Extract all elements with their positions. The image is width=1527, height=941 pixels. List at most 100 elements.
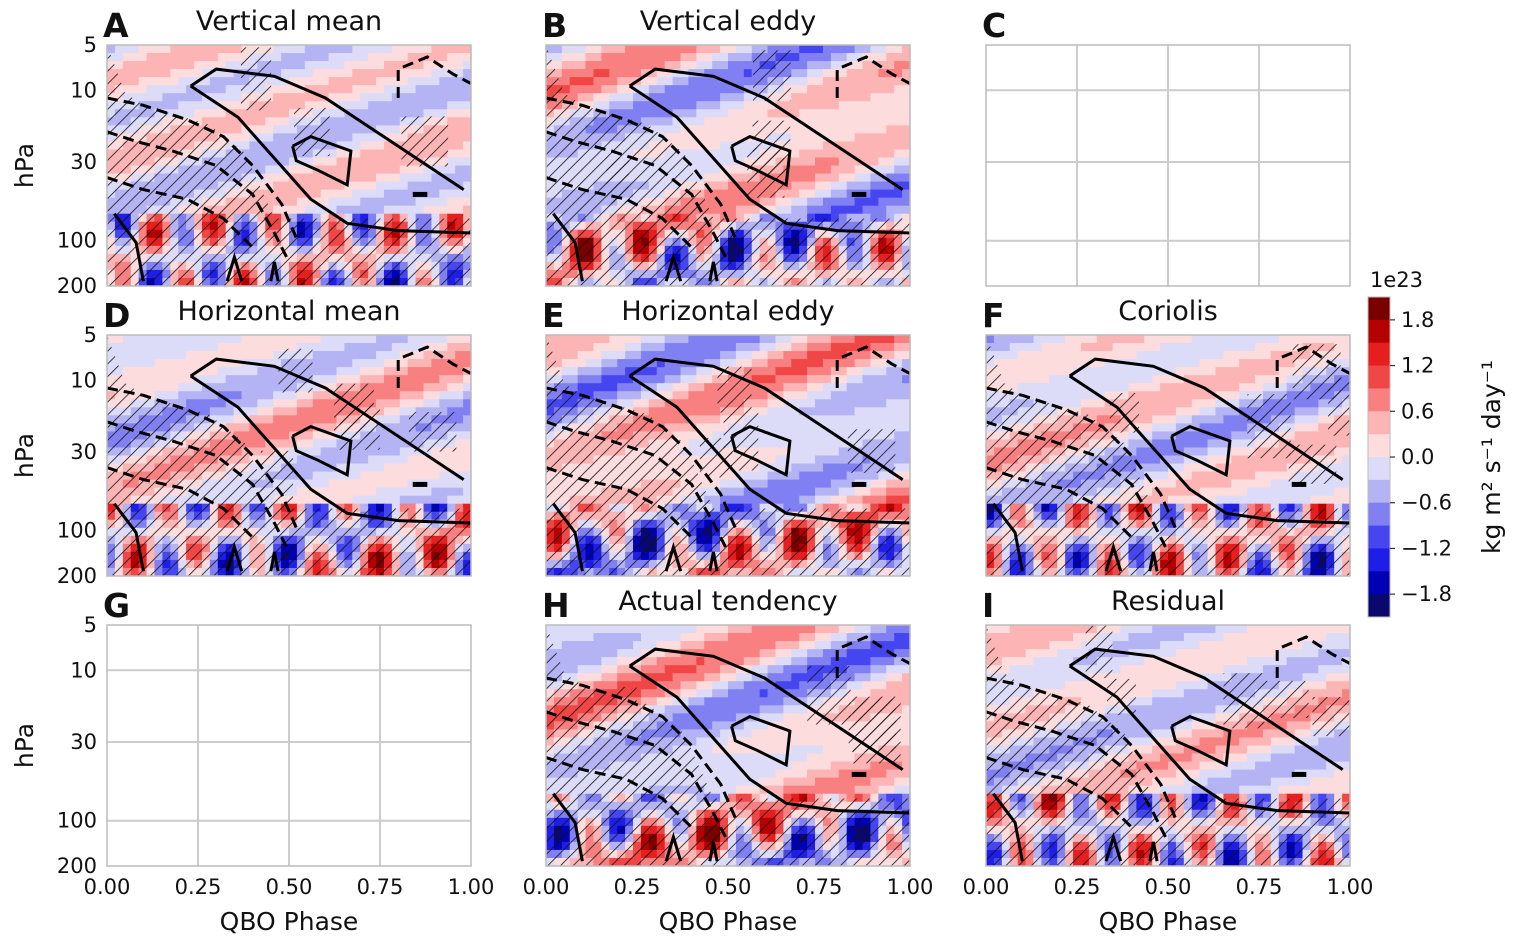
heatmap-cell	[601, 61, 610, 70]
heatmap-cell	[815, 359, 824, 368]
heatmap-cell	[799, 133, 808, 142]
heatmap-cell	[281, 335, 290, 344]
heatmap-cell	[609, 359, 618, 368]
heatmap-cell	[870, 173, 879, 183]
heatmap-cell	[862, 93, 872, 102]
heatmap-cell	[225, 351, 235, 360]
heatmap-cell	[273, 213, 282, 223]
heatmap-cell	[617, 335, 626, 344]
heatmap-cell	[328, 335, 338, 344]
heatmap-cell	[376, 351, 385, 360]
heatmap-cell	[289, 503, 298, 513]
heatmap-cell	[162, 343, 171, 352]
heatmap-cell	[399, 415, 409, 424]
heatmap-cell	[830, 447, 840, 457]
heatmap-cell	[439, 455, 448, 465]
y-tick-label: 10	[70, 78, 97, 102]
heatmap-cell	[617, 383, 626, 392]
heatmap-cell	[391, 399, 401, 408]
heatmap-cell	[463, 391, 471, 400]
heatmap-cell	[846, 407, 856, 416]
heatmap-cell	[799, 181, 808, 191]
heatmap-cell	[209, 77, 219, 86]
heatmap-cell	[601, 391, 610, 400]
heatmap-cell	[799, 93, 808, 102]
heatmap-cell	[609, 351, 618, 360]
heatmap-cell	[791, 109, 800, 118]
heatmap-cell	[178, 85, 187, 94]
heatmap-cell	[201, 45, 211, 54]
heatmap-cell	[376, 53, 385, 62]
heatmap-cell	[822, 431, 832, 441]
heatmap-cell	[704, 407, 713, 416]
heatmap-cell	[799, 391, 808, 400]
heatmap-cell	[902, 407, 910, 416]
heatmap-cell	[463, 213, 471, 223]
heatmap-cell	[854, 141, 864, 151]
heatmap-cell	[894, 101, 903, 110]
heatmap-cell	[304, 45, 314, 54]
heatmap-cell	[154, 375, 163, 384]
heatmap-cell	[233, 351, 243, 360]
heatmap-cell	[455, 133, 464, 142]
heatmap-cell	[225, 383, 235, 392]
heatmap-cell	[902, 439, 910, 449]
heatmap-cell	[431, 85, 440, 94]
heatmap-cell	[455, 383, 464, 392]
heatmap-cell	[640, 351, 650, 360]
heatmap-cell	[680, 407, 690, 416]
heatmap-cell	[431, 367, 440, 376]
heatmap-cell	[767, 423, 777, 432]
heatmap-cell	[775, 351, 784, 360]
heatmap-cell	[720, 45, 729, 54]
heatmap-cell	[154, 85, 163, 94]
heatmap-cell	[735, 93, 745, 102]
heatmap-cell	[201, 53, 211, 62]
heatmap-cell	[862, 335, 872, 344]
heatmap-cell	[399, 189, 409, 199]
heatmap-cell	[846, 69, 856, 78]
heatmap-cell	[854, 117, 864, 126]
heatmap-cell	[791, 77, 800, 86]
heatmap-cell	[360, 367, 369, 376]
heatmap-cell	[822, 391, 832, 400]
heatmap-cell	[775, 335, 784, 344]
heatmap-cell	[625, 93, 634, 102]
heatmap-cell	[791, 455, 800, 465]
heatmap-cell	[273, 407, 282, 416]
heatmap-cell	[265, 399, 274, 408]
heatmap-cell	[399, 335, 409, 344]
heatmap-cell	[233, 367, 243, 376]
contour-solid	[708, 261, 719, 282]
heatmap-cell	[368, 495, 377, 505]
heatmap-cell	[336, 61, 345, 70]
heatmap-cell	[751, 399, 761, 408]
heatmap-cell	[688, 455, 697, 465]
heatmap-cell	[862, 117, 872, 126]
heatmap-cell	[894, 141, 903, 151]
heatmap-cell	[162, 45, 171, 54]
heatmap-cell	[328, 455, 338, 465]
heatmap-cell	[585, 343, 595, 352]
heatmap-cell	[391, 101, 401, 110]
heatmap-cell	[680, 335, 690, 344]
heatmap-cell	[130, 375, 140, 384]
heatmap-cell	[569, 367, 579, 376]
heatmap-cell	[304, 157, 314, 167]
heatmap-cell	[376, 141, 385, 151]
heatmap-cell	[846, 165, 856, 175]
hatch-region	[294, 107, 330, 157]
heatmap-cell	[463, 471, 471, 481]
heatmap-cell	[320, 367, 330, 376]
heatmap-cell	[463, 117, 471, 126]
heatmap-cell	[601, 77, 610, 86]
heatmap-cell	[830, 359, 840, 368]
heatmap-cell	[704, 173, 713, 183]
heatmap-cell	[704, 101, 713, 110]
heatmap-cell	[368, 455, 377, 465]
heatmap-cell	[720, 173, 729, 183]
heatmap-cell	[870, 85, 879, 94]
heatmap-cell	[688, 61, 697, 70]
heatmap-cell	[870, 53, 879, 62]
heatmap-cell	[815, 447, 824, 457]
